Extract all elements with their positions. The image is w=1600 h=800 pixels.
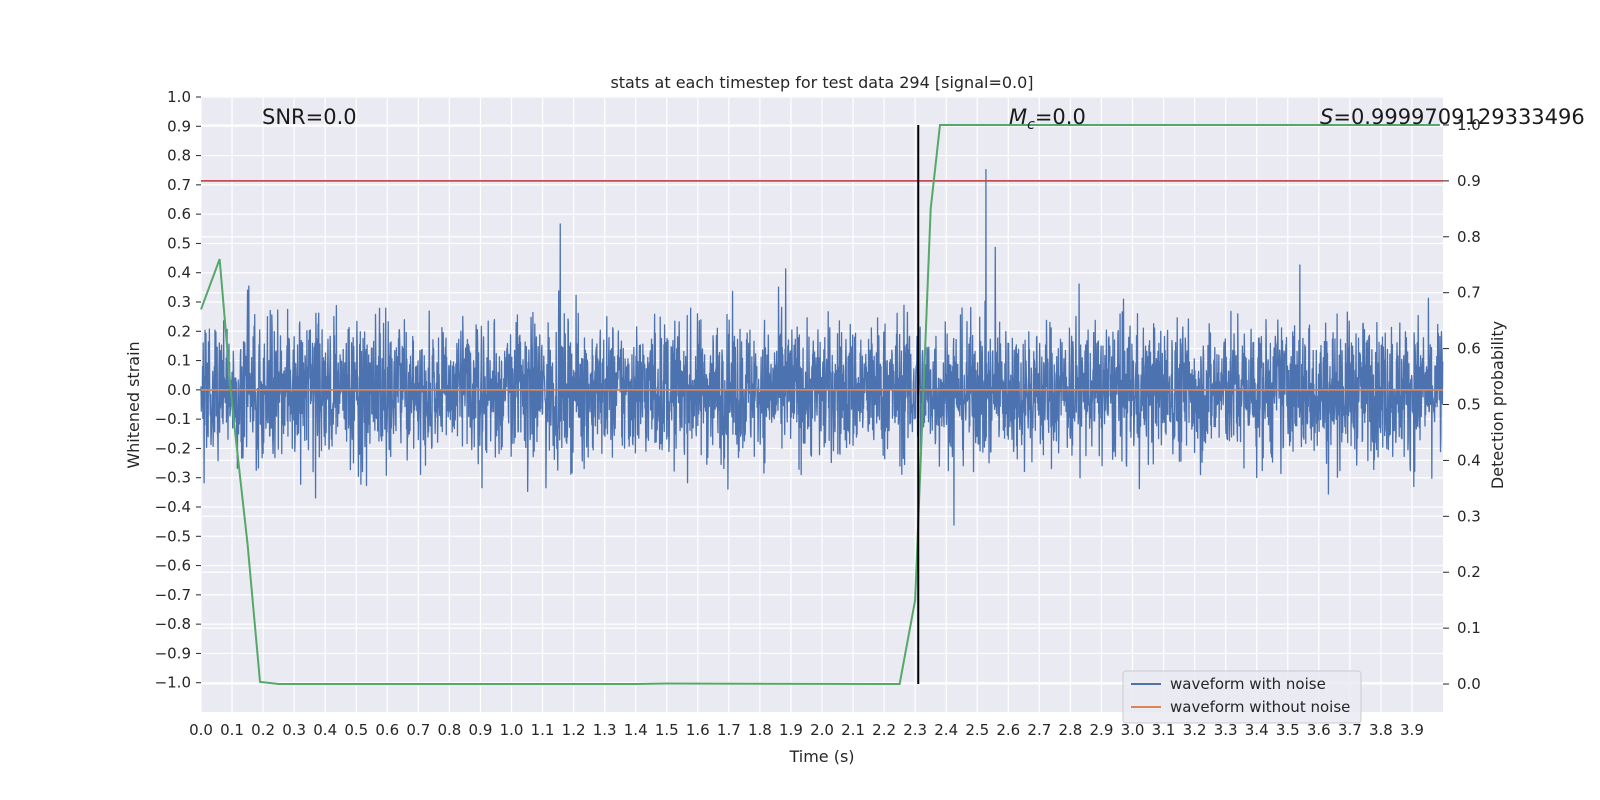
x-tick-label: 1.0 xyxy=(500,721,524,739)
x-tick-label: 3.2 xyxy=(1183,721,1207,739)
y-tick-label-right: 0.1 xyxy=(1457,619,1481,637)
y-tick-label-right: 0.6 xyxy=(1457,340,1481,358)
series-detection-probability xyxy=(200,123,1440,686)
y-tick-label-left: 0.4 xyxy=(167,264,191,282)
annotation-mc-subscript: c xyxy=(1027,117,1035,133)
x-axis-label: Time (s) xyxy=(788,747,854,766)
x-tick-label: 0.0 xyxy=(189,721,213,739)
annotation-s-symbol: S xyxy=(1320,105,1333,129)
x-tick-label: 1.9 xyxy=(779,721,803,739)
annotation-mc-value: =0.0 xyxy=(1035,105,1086,129)
y-tick-label-left: −0.8 xyxy=(155,615,191,633)
y-tick-label-right: 0.0 xyxy=(1457,675,1481,693)
y-tick-label-right: 1.0 xyxy=(1457,116,1481,134)
y-tick-label-left: 0.8 xyxy=(167,147,191,165)
y-tick-label-right: 0.4 xyxy=(1457,451,1481,469)
x-tick-label: 2.4 xyxy=(934,721,958,739)
x-tick-label: 3.9 xyxy=(1400,721,1424,739)
annotation-mc-symbol: M xyxy=(1009,105,1027,129)
x-tick-label: 2.5 xyxy=(965,721,989,739)
y-tick-label-left: 0.0 xyxy=(167,381,191,399)
y-tick-label-left: −0.5 xyxy=(155,527,191,545)
x-tick-label: 0.8 xyxy=(437,721,461,739)
x-tick-label: 1.7 xyxy=(717,721,741,739)
y-tick-label-left: −0.7 xyxy=(155,586,191,604)
x-tick-label: 1.5 xyxy=(655,721,679,739)
x-tick-label: 3.0 xyxy=(1121,721,1145,739)
y-tick-label-right: 0.3 xyxy=(1457,507,1481,525)
y-axis-label-left: Whitened strain xyxy=(124,341,143,468)
x-tick-label: 1.6 xyxy=(686,721,710,739)
x-tick-label: 2.8 xyxy=(1058,721,1082,739)
x-tick-label: 2.9 xyxy=(1090,721,1114,739)
x-tick-label: 1.8 xyxy=(748,721,772,739)
legend-label-noise: waveform with noise xyxy=(1170,675,1326,693)
y-tick-label-left: −0.1 xyxy=(155,410,191,428)
y-tick-label-left: 1.0 xyxy=(167,88,191,106)
x-tick-label: 3.1 xyxy=(1152,721,1176,739)
x-tick-label: 2.3 xyxy=(903,721,927,739)
x-tick-label: 2.1 xyxy=(841,721,865,739)
y-tick-label-left: 0.2 xyxy=(167,322,191,340)
x-tick-label: 1.3 xyxy=(593,721,617,739)
x-tick-label: 3.7 xyxy=(1338,721,1362,739)
x-tick-label: 0.5 xyxy=(344,721,368,739)
y-tick-labels-left: 1.0 0.9 0.8 0.7 0.6 0.5 0.4 0.3 0.2 0.1 0.0 −0.1 −0.… xyxy=(155,88,191,692)
x-tick-label: 0.9 xyxy=(469,721,493,739)
legend-box xyxy=(1122,670,1362,724)
x-tick-label: 0.6 xyxy=(375,721,399,739)
lines-group xyxy=(200,123,1443,686)
x-tick-label: 2.0 xyxy=(810,721,834,739)
legend-label-clean: waveform without noise xyxy=(1170,698,1350,716)
x-tick-label: 3.3 xyxy=(1214,721,1238,739)
x-tick-label: 3.5 xyxy=(1276,721,1300,739)
x-tick-label: 2.7 xyxy=(1027,721,1051,739)
y-tick-label-left: −0.6 xyxy=(155,557,191,575)
x-tick-label: 1.1 xyxy=(531,721,555,739)
y-tick-label-left: −0.9 xyxy=(155,644,191,662)
x-tick-label: 1.4 xyxy=(624,721,648,739)
annotation-s-value: =0.9999709129333496 xyxy=(1333,105,1584,129)
y-tick-label-left: −0.2 xyxy=(155,439,191,457)
y-tick-label-right: 0.2 xyxy=(1457,563,1481,581)
x-tick-label: 0.4 xyxy=(313,721,337,739)
x-tick-label: 2.2 xyxy=(872,721,896,739)
legend: waveform with noise waveform without noi… xyxy=(1122,670,1362,724)
y-tick-label-right: 0.7 xyxy=(1457,284,1481,302)
y-tick-label-left: 0.5 xyxy=(167,234,191,252)
x-tick-label: 0.1 xyxy=(220,721,244,739)
y-tick-label-left: 0.1 xyxy=(167,352,191,370)
y-tick-label-right: 0.5 xyxy=(1457,396,1481,414)
y-tick-label-left: 0.7 xyxy=(167,176,191,194)
y-tick-label-right: 0.8 xyxy=(1457,228,1481,246)
y-tick-label-left: 0.3 xyxy=(167,293,191,311)
annotation-snr: SNR=0.0 xyxy=(262,105,357,129)
y-tick-label-left: −1.0 xyxy=(155,674,191,692)
x-tick-labels: 0.0 0.1 0.2 0.3 0.4 0.5 0.6 0.7 0.8 0.9 1.0 1.1 1.2 1… xyxy=(189,721,1424,739)
x-tick-label: 3.8 xyxy=(1369,721,1393,739)
y-tick-label-left: 0.6 xyxy=(167,205,191,223)
annotation-s: S=0.9999709129333496 xyxy=(1320,105,1585,129)
x-tick-label: 0.7 xyxy=(406,721,430,739)
x-tick-label: 0.2 xyxy=(251,721,275,739)
y-tick-label-left: 0.9 xyxy=(167,117,191,135)
x-tick-label: 2.6 xyxy=(996,721,1020,739)
y-tick-labels-right: 1.0 0.9 0.8 0.7 0.6 0.5 0.4 0.3 0.2 0.1 0.0 xyxy=(1457,116,1481,693)
annotation-mc: Mc=0.0 xyxy=(1009,105,1086,133)
y-tick-label-left: −0.4 xyxy=(155,498,191,516)
chart-title: stats at each timestep for test data 294… xyxy=(610,73,1033,92)
x-tick-label: 3.6 xyxy=(1307,721,1331,739)
x-tick-label: 0.3 xyxy=(282,721,306,739)
y-tick-label-right: 0.9 xyxy=(1457,172,1481,190)
y-tick-label-left: −0.3 xyxy=(155,469,191,487)
x-tick-label: 3.4 xyxy=(1245,721,1269,739)
x-tick-label: 1.2 xyxy=(562,721,586,739)
y-axis-label-right: Detection probability xyxy=(1488,321,1507,489)
